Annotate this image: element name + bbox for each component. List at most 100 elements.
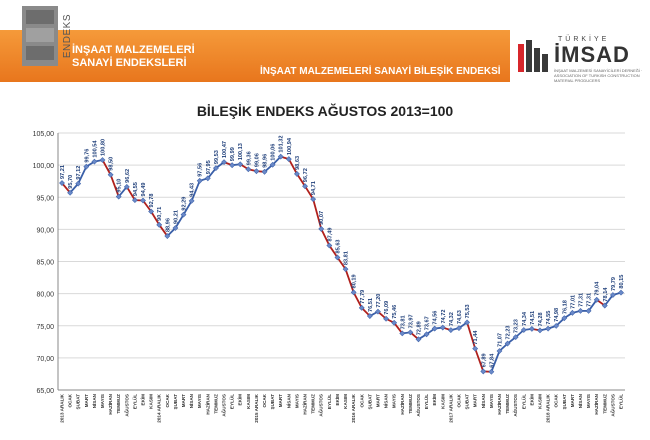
data-point [464,319,470,326]
series-line-segment [466,322,477,349]
data-point [553,322,560,329]
x-tick-label: MAYIS [100,394,105,408]
data-label: 71,44 [473,330,479,345]
data-label: 77,01 [570,295,576,309]
x-tick-label: MART [375,394,380,407]
data-point [593,296,600,303]
x-tick-label: ŞUBAT [465,394,470,410]
data-label: 76,09 [384,301,390,315]
data-point [277,153,284,160]
x-tick-label: TEMMUZ [602,394,607,414]
series-line-segment [109,174,120,197]
data-label: 74,55 [546,311,552,325]
data-point [310,196,317,203]
data-point [302,183,308,190]
data-label: 98,63 [295,156,301,170]
x-tick-label: MART [278,394,283,407]
series-line-segment [142,199,152,213]
x-tick-label: ŞUBAT [76,394,81,410]
data-point [609,292,616,298]
series-line-segment [304,185,314,200]
data-label: 75,46 [392,305,398,319]
x-tick-label: EYLÜL [326,394,332,409]
brand-name: İMSAD [554,42,630,67]
data-point [488,368,495,375]
data-label: 74,34 [522,311,528,326]
data-label: 99,06 [254,153,260,167]
x-tick-label: HAZİRAN [107,393,113,414]
y-tick-label: 75,00 [36,324,54,331]
chart-title: BİLEŞİK ENDEKS AĞUSTOS 2013=100 [196,103,454,119]
x-tick-label: ŞUBAT [173,394,178,410]
series-line-segment [288,158,298,175]
data-point [75,180,82,187]
data-label: 76,51 [368,298,374,312]
data-label: 67,89 [481,353,487,367]
x-tick-label: 2015 ARALIK [254,393,259,422]
data-point [472,345,479,352]
x-tick-label: TEMMUZ [408,394,413,414]
series-line-segment [101,159,112,176]
x-tick-label: EYLÜL [131,394,137,409]
data-point [528,325,535,332]
data-point [399,330,406,337]
data-point [294,171,300,177]
brand-country: TÜRKİYE [558,36,610,43]
x-tick-label: 2014 ARALIK [157,393,162,422]
series-line-segment [336,256,347,270]
x-tick-label: EKİM [140,394,146,406]
data-label: 92,78 [149,194,155,208]
x-tick-label: AĞUSTOS [414,394,421,417]
imsad-logo: TÜRKİYE İMSAD İNŞAAT MALZEMESİ SANAYİCİL… [510,30,650,83]
series-line-segment [344,268,355,293]
data-point [140,197,146,204]
series-line-segment [174,214,185,229]
data-label: 97,21 [60,165,66,179]
data-point [196,177,203,184]
data-label: 94,49 [141,183,147,197]
data-point [269,161,276,168]
x-tick-label: NİSAN [188,393,194,408]
y-tick-label: 85,00 [36,260,54,267]
y-tick-label: 95,00 [36,195,54,202]
data-label: 88,96 [165,218,171,232]
x-tick-label: MAYIS [392,394,397,408]
data-point [520,327,527,333]
data-point [391,319,398,326]
series-line-segment [587,299,598,312]
data-point [204,175,211,182]
x-tick-label: OCAK [456,393,461,407]
series-line-segment [393,322,403,334]
x-tick-label: MART [570,394,575,407]
x-tick-label: NİSAN [480,393,486,408]
x-tick-label: NİSAN [577,393,583,408]
section-title: İNŞAAT MALZEMELERİ SANAYİ ENDEKSLERİ [72,44,195,70]
x-tick-label: 2016 ARALIK [351,393,356,422]
data-point [577,308,584,314]
x-tick-label: EYLÜL [229,394,235,409]
x-tick-label: HAZİRAN [593,393,599,414]
series-line-segment [190,180,201,202]
x-tick-label: HAZİRAN [399,393,405,414]
x-tick-label: TEMMUZ [116,394,121,414]
data-point [221,159,227,166]
data-label: 77,31 [587,293,593,307]
section-title-line1: İNŞAAT MALZEMELERİ [72,44,195,56]
x-tick-label: TEMMUZ [213,394,218,414]
data-point [326,242,333,249]
data-label: 99,53 [214,150,220,164]
data-label: 99,99 [230,147,236,161]
data-label: 76,18 [562,300,568,314]
x-tick-label: TEMMUZ [311,394,316,414]
imsad-logo-icon [518,40,548,72]
y-tick-label: 65,00 [36,388,54,395]
series-line-segment [604,294,614,307]
data-label: 94,43 [190,183,196,197]
data-label: 74,28 [538,312,544,326]
x-tick-label: EKİM [528,394,534,406]
x-tick-label: MAYIS [197,394,202,408]
data-point [545,325,551,332]
data-label: 87,49 [327,228,333,242]
data-label: 90,21 [173,210,179,224]
data-point [67,189,74,196]
